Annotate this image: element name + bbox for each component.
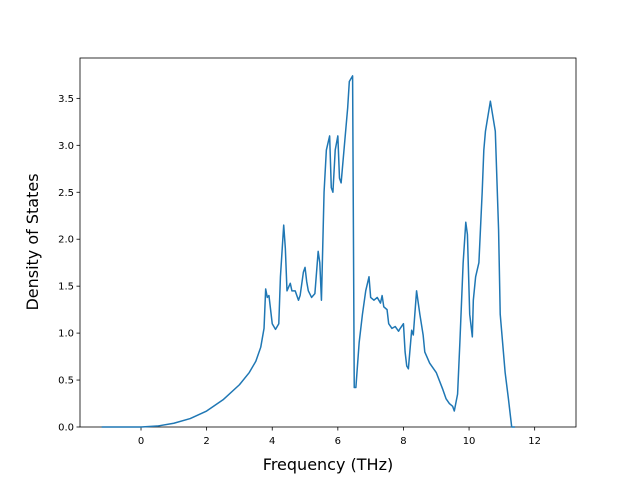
y-tick-label: 0.0 bbox=[58, 423, 74, 434]
x-axis-label: Frequency (THz) bbox=[263, 455, 393, 474]
y-tick-label: 1.0 bbox=[58, 329, 74, 340]
y-tick-label: 1.5 bbox=[58, 282, 74, 293]
x-tick-label: 0 bbox=[138, 436, 144, 447]
y-tick-label: 0.5 bbox=[58, 376, 74, 387]
x-tick-label: 12 bbox=[528, 436, 541, 447]
y-axis-label: Density of States bbox=[23, 173, 42, 310]
y-tick-label: 2.5 bbox=[58, 188, 74, 199]
y-tick-label: 2.0 bbox=[58, 235, 74, 246]
data-line bbox=[101, 75, 515, 428]
y-tick-label: 3.5 bbox=[58, 94, 74, 105]
x-tick-label: 4 bbox=[269, 436, 275, 447]
x-tick-label: 8 bbox=[400, 436, 406, 447]
plot-frame bbox=[79, 57, 577, 428]
y-tick-label: 3.0 bbox=[58, 141, 74, 152]
x-tick-label: 6 bbox=[335, 436, 341, 447]
x-tick-label: 10 bbox=[463, 436, 476, 447]
x-tick-label: 2 bbox=[203, 436, 209, 447]
